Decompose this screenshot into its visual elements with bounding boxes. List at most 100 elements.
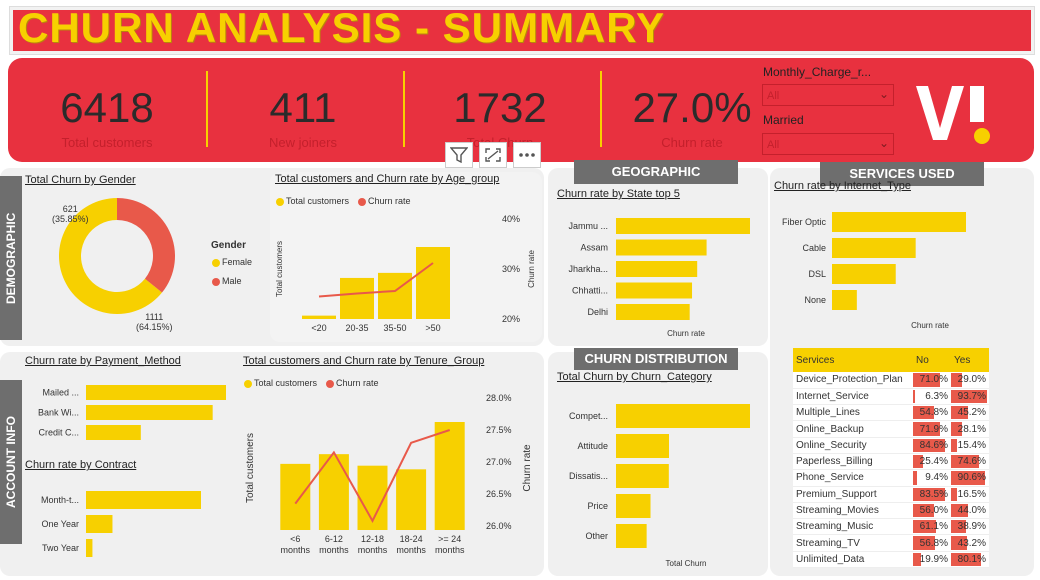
- services-used-header: SERVICES USED: [820, 162, 984, 186]
- service-yes-cell: 90.6%: [951, 469, 989, 487]
- filter-icon[interactable]: [445, 142, 473, 168]
- pct-value: 9.4%: [925, 472, 948, 484]
- axis-title-x: Total Churn: [666, 559, 707, 568]
- category-label: Two Year: [42, 543, 79, 553]
- legend-male: Male: [212, 276, 242, 286]
- internet-bar-chart: Fiber Optic Cable DSL None Churn rate: [782, 212, 966, 330]
- category-label: DSL: [808, 269, 826, 279]
- table-row: Online_Security 84.6% 15.4%: [793, 437, 989, 454]
- column-header-services[interactable]: Services: [793, 348, 913, 372]
- service-no-cell: 61.1%: [913, 518, 951, 536]
- bar: [616, 524, 647, 548]
- service-name-cell: Online_Security: [793, 437, 913, 454]
- pct-fill-bar: [913, 487, 945, 501]
- service-no-cell: 56.8%: [913, 534, 951, 552]
- axis-title-x: Churn rate: [667, 329, 705, 338]
- page-title: CHURN ANALYSIS - SUMMARY: [18, 4, 666, 51]
- pct-fill-bar: [913, 520, 937, 534]
- chevron-down-icon: ⌄: [878, 87, 889, 101]
- gender-chart-title: Total Churn by Gender: [25, 174, 136, 186]
- services-table-wrap: Services No Yes Device_Protection_Plan 71…: [793, 348, 989, 569]
- category-label: 6-12: [325, 534, 343, 544]
- pct-fill-bar: [951, 552, 982, 567]
- table-row: Unlimited_Data 19.9% 80.1%: [793, 551, 989, 569]
- column-header-no[interactable]: No: [913, 348, 951, 372]
- pct-fill-bar: [913, 373, 940, 387]
- service-yes-cell: 38.9%: [951, 518, 989, 536]
- legend-dot: [358, 197, 366, 206]
- category-label: months: [435, 545, 465, 555]
- pct-fill-bar: [913, 536, 935, 550]
- donut-slice-male: [117, 198, 176, 293]
- slicer-monthly-charge-value: All: [767, 90, 780, 102]
- slicer-married-label: Married: [763, 113, 804, 127]
- service-no-cell: 54.8%: [913, 404, 951, 422]
- table-row: Premium_Support 83.5% 16.5%: [793, 486, 989, 503]
- y2-tick-label: 27.0%: [486, 457, 512, 467]
- bar: [280, 463, 311, 530]
- pct-fill-bar: [951, 373, 963, 387]
- pct-value: 25.4%: [919, 456, 948, 468]
- bar: [832, 264, 896, 284]
- service-name-cell: Multiple_Lines: [793, 404, 913, 422]
- pct-value: 83.5%: [919, 488, 948, 500]
- tenure-chart-title: Total customers and Churn rate by Tenure…: [243, 355, 485, 367]
- tenure-legend-total: Total customers: [244, 378, 317, 388]
- pct-value: 45.2%: [957, 407, 986, 419]
- slicer-monthly-charge-dropdown[interactable]: All ⌄: [762, 84, 894, 106]
- column-header-yes[interactable]: Yes: [951, 348, 989, 372]
- service-no-cell: 84.6%: [913, 437, 951, 454]
- axis-title-y2: Churn rate: [527, 250, 536, 288]
- female-pct: (64.15%): [136, 322, 173, 332]
- age-legend-total: Total customers: [276, 196, 349, 206]
- legend-churn-rate-label: Churn rate: [336, 378, 379, 388]
- y2-tick-label: 40%: [502, 214, 520, 224]
- category-label: One Year: [41, 519, 79, 529]
- kpi-total-customers-value: 6418: [60, 84, 154, 131]
- bar: [340, 277, 374, 319]
- pct-fill-bar: [951, 406, 969, 420]
- bar: [378, 272, 412, 319]
- category-label: months: [319, 545, 349, 555]
- category-label: Compet...: [569, 411, 608, 421]
- more-options-icon[interactable]: [513, 142, 541, 168]
- legend-dot: [244, 379, 252, 388]
- pct-value: 93.7%: [957, 390, 986, 402]
- axis-title-y: Total customers: [275, 241, 284, 297]
- donut-slice-female: [59, 198, 163, 314]
- bar: [86, 515, 113, 533]
- vi-logo: [916, 86, 990, 144]
- category-label: Dissatis...: [569, 471, 608, 481]
- category-label: Bank Wi...: [38, 408, 79, 418]
- kpi-total-churn-value: 1732: [453, 84, 547, 131]
- category-label: 20-35: [345, 323, 368, 333]
- y2-tick-label: 26.0%: [486, 521, 512, 531]
- axis-title-x: Churn rate: [911, 321, 949, 330]
- slicer-monthly-charge-label: Monthly_Charge_r...: [763, 65, 872, 79]
- category-label: Chhatti...: [572, 286, 608, 296]
- category-label: months: [358, 545, 388, 555]
- category-chart-title: Total Churn by Churn_Category: [557, 371, 712, 383]
- state-bar-chart: Jammu ... Assam Jharkha... Chhatti... Delhi C…: [568, 218, 750, 338]
- contract-chart-title: Churn rate by Contract: [25, 459, 137, 471]
- pct-fill-bar: [951, 438, 957, 452]
- service-name-cell: Phone_Service: [793, 469, 913, 487]
- legend-dot: [212, 258, 220, 267]
- table-row: Phone_Service 9.4% 90.6%: [793, 469, 989, 487]
- service-no-cell: 83.5%: [913, 486, 951, 503]
- bar: [616, 282, 693, 299]
- bar: [832, 212, 966, 232]
- churn-rate-line: [294, 429, 451, 524]
- focus-mode-icon[interactable]: [479, 142, 507, 168]
- category-label: Jammu ...: [568, 221, 608, 231]
- legend-female: Female: [212, 257, 252, 267]
- table-row: Streaming_Music 61.1% 38.9%: [793, 518, 989, 536]
- pct-value: 84.6%: [919, 439, 948, 451]
- service-yes-cell: 43.2%: [951, 534, 989, 552]
- slicer-married-dropdown[interactable]: All ⌄: [762, 133, 894, 155]
- legend-male-label: Male: [222, 276, 242, 286]
- category-label: None: [804, 295, 826, 305]
- service-yes-cell: 45.2%: [951, 404, 989, 422]
- slicer-married-value: All: [767, 139, 780, 151]
- service-name-cell: Online_Backup: [793, 420, 913, 438]
